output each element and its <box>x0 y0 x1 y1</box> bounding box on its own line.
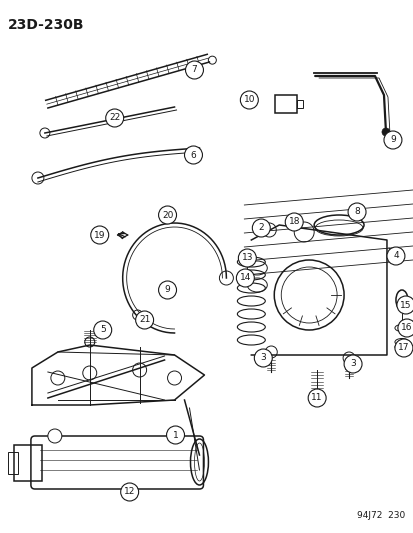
Circle shape <box>240 91 258 109</box>
Circle shape <box>394 339 412 357</box>
Circle shape <box>386 247 404 265</box>
Circle shape <box>51 371 65 385</box>
Circle shape <box>105 109 123 127</box>
Circle shape <box>238 249 256 267</box>
Text: 13: 13 <box>241 254 252 262</box>
Text: 94J72  230: 94J72 230 <box>356 511 404 520</box>
Circle shape <box>158 206 176 224</box>
Circle shape <box>120 483 138 501</box>
Text: 2: 2 <box>258 223 263 232</box>
Bar <box>275 95 297 113</box>
Text: 14: 14 <box>239 273 250 282</box>
Text: 21: 21 <box>139 316 150 325</box>
Text: 3: 3 <box>260 353 266 362</box>
Circle shape <box>307 389 325 407</box>
Text: 9: 9 <box>389 135 395 144</box>
Circle shape <box>397 319 413 337</box>
Circle shape <box>90 226 109 244</box>
Text: 18: 18 <box>288 217 299 227</box>
Circle shape <box>347 203 365 221</box>
Text: 19: 19 <box>94 230 105 239</box>
Circle shape <box>254 349 272 367</box>
Circle shape <box>252 219 270 237</box>
Circle shape <box>132 363 146 377</box>
Circle shape <box>135 311 153 329</box>
Text: 12: 12 <box>123 488 135 497</box>
Circle shape <box>93 321 112 339</box>
Circle shape <box>166 426 184 444</box>
Text: 4: 4 <box>392 252 398 261</box>
Text: 22: 22 <box>109 114 120 123</box>
Circle shape <box>383 131 401 149</box>
Text: 6: 6 <box>190 150 196 159</box>
Circle shape <box>396 296 413 314</box>
Text: 1: 1 <box>172 431 178 440</box>
Circle shape <box>48 429 62 443</box>
Circle shape <box>167 371 181 385</box>
Circle shape <box>185 61 203 79</box>
Circle shape <box>236 269 254 287</box>
Circle shape <box>343 355 361 373</box>
Text: 11: 11 <box>311 393 322 402</box>
Circle shape <box>285 213 302 231</box>
Text: 23D-230B: 23D-230B <box>8 18 84 32</box>
Text: 7: 7 <box>191 66 197 75</box>
Text: 8: 8 <box>353 207 359 216</box>
Circle shape <box>158 281 176 299</box>
Text: 20: 20 <box>161 211 173 220</box>
Text: 16: 16 <box>400 324 412 333</box>
Text: 5: 5 <box>100 326 105 335</box>
Text: 3: 3 <box>349 359 355 368</box>
Text: 10: 10 <box>243 95 254 104</box>
Bar <box>8 452 18 474</box>
Circle shape <box>85 337 95 347</box>
Circle shape <box>381 128 389 136</box>
Text: 17: 17 <box>397 343 409 352</box>
Bar <box>14 445 42 481</box>
Text: 9: 9 <box>164 286 170 295</box>
Circle shape <box>184 146 202 164</box>
Text: 15: 15 <box>399 301 411 310</box>
Bar <box>297 100 302 108</box>
Circle shape <box>83 366 97 380</box>
